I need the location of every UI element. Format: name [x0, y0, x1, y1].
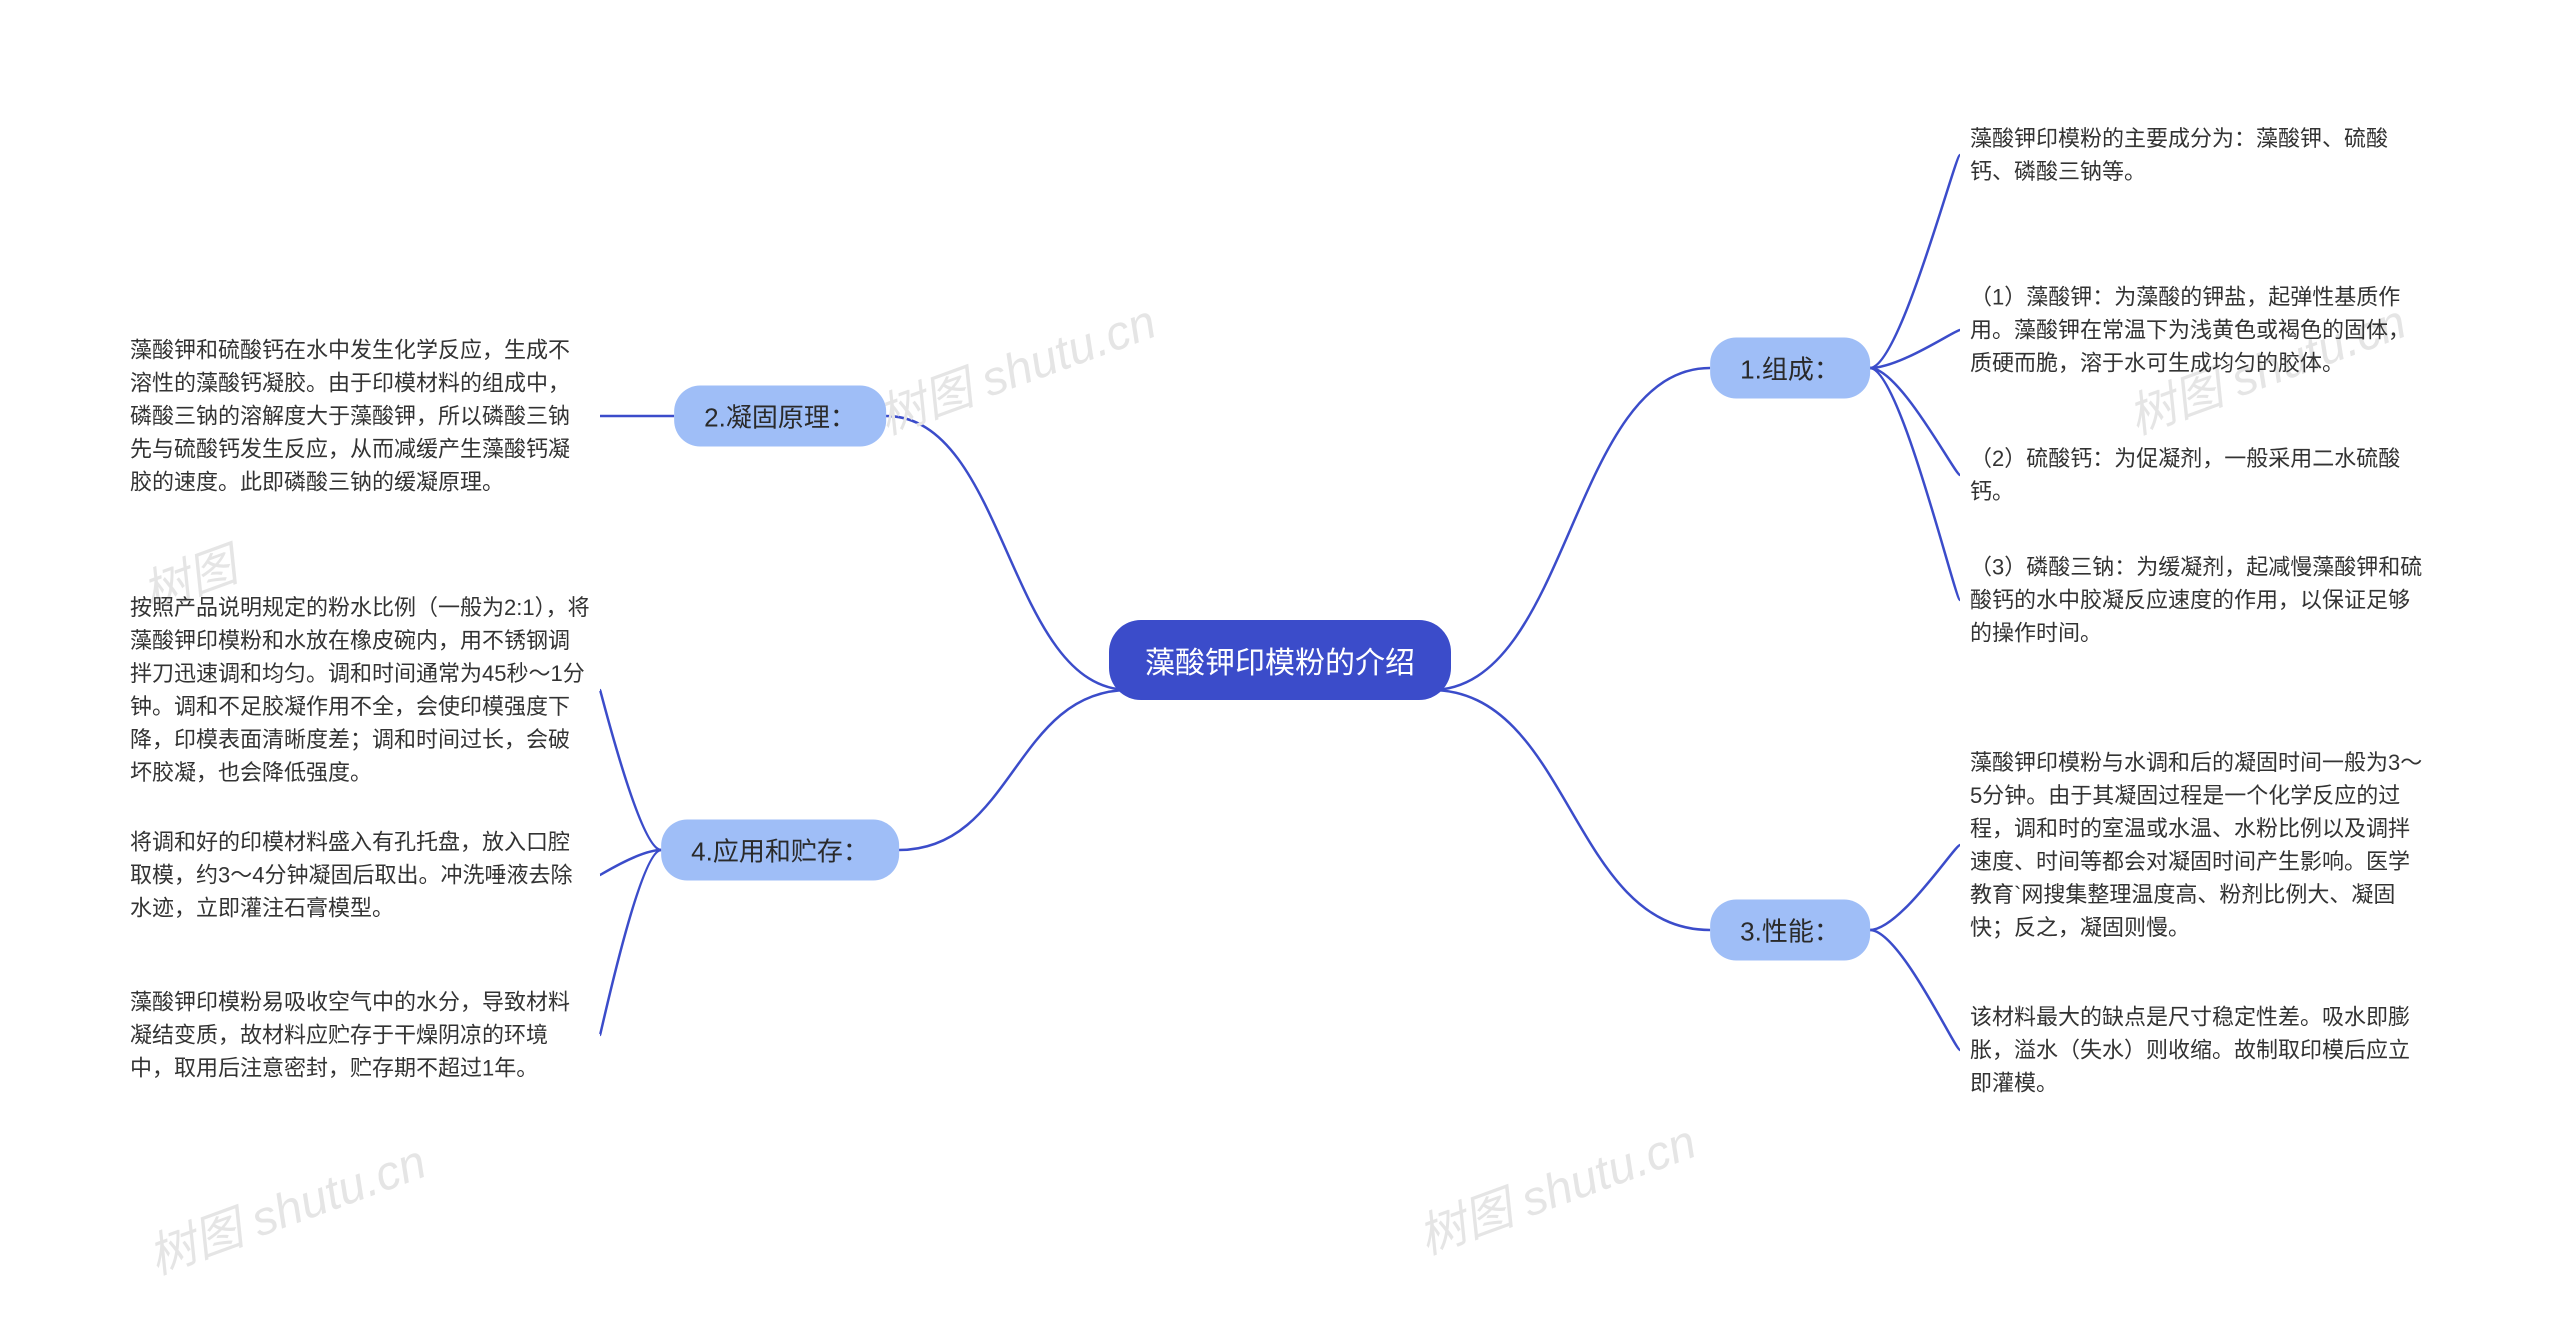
leaf-node: 藻酸钾和硫酸钙在水中发生化学反应，生成不溶性的藻酸钙凝胶。由于印模材料的组成中，…	[130, 334, 590, 499]
branch-label: 4.应用和贮存：	[691, 837, 869, 867]
watermark: 树图 shutu.cn	[867, 282, 1164, 447]
leaf-node: 藻酸钾印模粉易吸收空气中的水分，导致材料凝结变质，故材料应贮存于干燥阴凉的环境中…	[130, 986, 590, 1085]
leaf-node: （2）硫酸钙：为促凝剂，一般采用二水硫酸钙。	[1970, 442, 2430, 508]
leaf-node: 按照产品说明规定的粉水比例（一般为2:1），将藻酸钾印模粉和水放在橡皮碗内，用不…	[130, 591, 590, 789]
branch-node-b1: 1.组成：	[1710, 338, 1870, 399]
branch-node-b4: 4.应用和贮存：	[661, 820, 899, 881]
center-node: 藻酸钾印模粉的介绍	[1109, 620, 1451, 700]
leaf-node: 将调和好的印模材料盛入有孔托盘，放入口腔取模，约3～4分钟凝固后取出。冲洗唾液去…	[130, 826, 590, 925]
branch-node-b2: 2.凝固原理：	[674, 386, 886, 447]
watermark: 树图 shutu.cn	[1407, 1102, 1704, 1267]
leaf-node: 该材料最大的缺点是尺寸稳定性差。吸水即膨胀，溢水（失水）则收缩。故制取印模后应立…	[1970, 1001, 2430, 1100]
center-label: 藻酸钾印模粉的介绍	[1145, 647, 1415, 680]
leaf-node: （3）磷酸三钠：为缓凝剂，起减慢藻酸钾和硫酸钙的水中胶凝反应速度的作用，以保证足…	[1970, 551, 2430, 650]
branch-label: 3.性能：	[1740, 917, 1840, 947]
mindmap-canvas: 树图 shutu.cn树图 shutu.cn树图树图 shutu.cn树图 sh…	[0, 0, 2560, 1340]
branch-label: 1.组成：	[1740, 355, 1840, 385]
leaf-node: 藻酸钾印模粉与水调和后的凝固时间一般为3～5分钟。由于其凝固过程是一个化学反应的…	[1970, 746, 2430, 944]
leaf-node: （1）藻酸钾：为藻酸的钾盐，起弹性基质作用。藻酸钾在常温下为浅黄色或褐色的固体，…	[1970, 281, 2430, 380]
branch-node-b3: 3.性能：	[1710, 900, 1870, 961]
watermark: 树图 shutu.cn	[137, 1122, 434, 1287]
branch-label: 2.凝固原理：	[704, 403, 856, 433]
leaf-node: 藻酸钾印模粉的主要成分为：藻酸钾、硫酸钙、磷酸三钠等。	[1970, 122, 2430, 188]
